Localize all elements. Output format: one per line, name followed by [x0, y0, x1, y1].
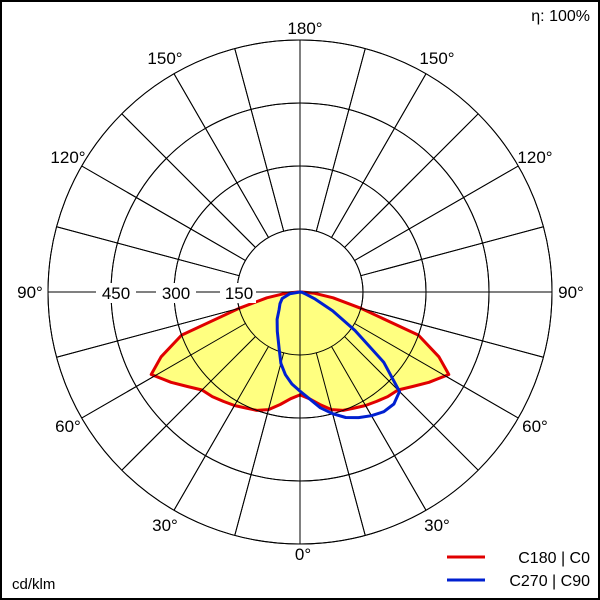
- efficiency-label: η: 100%: [531, 8, 590, 25]
- radial-gridline: [315, 48, 366, 232]
- radial-gridline: [121, 113, 256, 248]
- radial-gridline: [344, 336, 479, 471]
- angle-label-120-right: 120°: [517, 148, 552, 167]
- curves: [47, 39, 553, 545]
- angle-label-120-left: 120°: [50, 148, 85, 167]
- series-curve-1: [275, 290, 401, 420]
- radial-gridline: [234, 48, 285, 232]
- radial-gridline: [360, 307, 544, 358]
- angle-label-30-left: 30°: [152, 516, 178, 535]
- angle-label-150-left: 150°: [147, 49, 182, 68]
- angle-label-180: 180°: [287, 19, 322, 38]
- angle-label-60-left: 60°: [55, 417, 81, 436]
- radial-gridline: [81, 323, 246, 419]
- radial-label-150: 150: [225, 284, 253, 303]
- angle-label-60-right: 60°: [522, 417, 548, 436]
- radial-gridline: [56, 307, 240, 358]
- radial-label-450: 450: [102, 284, 130, 303]
- labels: 180° 150° 150° 120° 120° 90° 90° 60° 60°…: [12, 8, 590, 593]
- radial-label-300: 300: [162, 284, 190, 303]
- radial-gridline: [234, 352, 285, 536]
- radial-gridline: [360, 226, 544, 277]
- radial-gridline: [121, 336, 256, 471]
- angle-label-30-right: 30°: [424, 516, 450, 535]
- radial-gridline: [173, 73, 269, 238]
- angle-label-90-right: 90°: [558, 283, 584, 302]
- radial-gridline: [331, 346, 427, 511]
- radial-gridline: [81, 165, 246, 261]
- angle-label-150-right: 150°: [419, 49, 454, 68]
- radial-gridline: [173, 346, 269, 511]
- radial-gridline: [354, 165, 519, 261]
- legend-label-c270-c90: C270 | C90: [509, 573, 590, 590]
- radial-gridline: [56, 226, 240, 277]
- angle-label-90-left: 90°: [17, 283, 43, 302]
- legend-label-c180-c0: C180 | C0: [518, 550, 590, 567]
- radial-gridline: [344, 113, 479, 248]
- angle-label-0: 0°: [295, 545, 311, 564]
- unit-label: cd/klm: [12, 576, 55, 593]
- radial-gridline: [315, 352, 366, 536]
- radial-gridline: [331, 73, 427, 238]
- radial-gridline: [354, 323, 519, 419]
- circle-gridline-600: [47, 39, 553, 545]
